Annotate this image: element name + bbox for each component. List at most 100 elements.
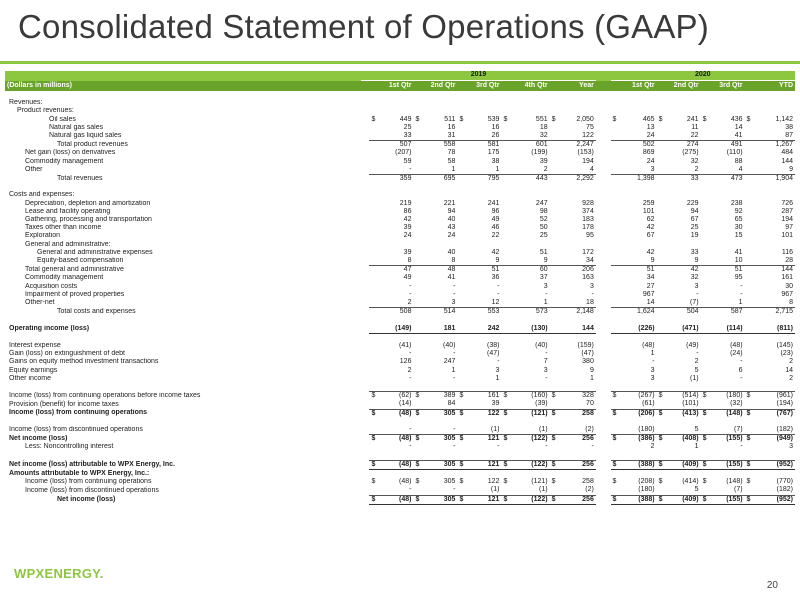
value-cell: 92 (734, 207, 743, 215)
value-cell: (155) (708, 434, 745, 444)
table-row: Product revenues: (5, 107, 795, 115)
currency-symbol (501, 166, 509, 175)
value-cell: 2,247 (557, 140, 596, 150)
value-cell: 507 (377, 140, 414, 150)
currency-symbol (501, 191, 509, 199)
value-cell: 305 (421, 494, 458, 505)
value-cell (466, 183, 502, 191)
value-cell: 42 (491, 248, 500, 256)
currency-symbol (701, 124, 709, 132)
value-cell: - (409, 426, 412, 434)
currency-symbol (610, 307, 619, 317)
gap-cell (361, 274, 369, 282)
currency-symbol: $ (744, 459, 753, 471)
value-cell (753, 241, 795, 249)
row-label: Amounts attributable to WPX Energy, Inc.… (9, 469, 150, 477)
currency-symbol (457, 426, 465, 435)
unit-label: (Dollars in millions) (5, 80, 362, 91)
value-cell: 328 (557, 391, 596, 401)
currency-symbol (413, 274, 421, 282)
currency-symbol (745, 200, 753, 208)
currency-symbol (369, 183, 377, 191)
value-cell: 3 (650, 165, 655, 173)
title-underline (0, 61, 800, 64)
row-label: Lease and facility operating (25, 207, 111, 215)
year-gap-cell (596, 107, 611, 115)
currency-symbol (413, 208, 421, 216)
currency-symbol (550, 400, 558, 409)
value-cell: (1) (539, 486, 548, 494)
value-cell: 695 (421, 174, 458, 184)
value-cell (665, 191, 701, 199)
table-row: Operating income (loss) (149) 181 242 (130) 1… (5, 324, 795, 334)
currency-symbol (657, 158, 665, 166)
row-label: Total costs and expenses (57, 308, 136, 315)
currency-symbol (656, 265, 665, 275)
value-cell (510, 183, 550, 191)
currency-symbol (611, 358, 619, 366)
currency-symbol (657, 149, 665, 157)
value-cell (558, 452, 596, 461)
value-cell (510, 91, 550, 99)
currency-symbol: $ (371, 478, 376, 486)
gap-cell (361, 257, 369, 266)
value-cell (378, 316, 414, 324)
row-label: Income (loss) from continuing operations (9, 409, 148, 417)
year-gap-cell (596, 224, 611, 232)
currency-symbol (611, 342, 619, 350)
value-cell: (62) (377, 391, 414, 401)
value-cell: 39 (403, 248, 412, 256)
year-gap-cell (596, 358, 611, 366)
currency-symbol (501, 107, 509, 115)
value-cell (558, 99, 596, 107)
gap-cell (361, 358, 369, 366)
currency-symbol (501, 174, 510, 184)
currency-symbol (657, 316, 665, 324)
row-label: Income (loss) from continuing operations… (9, 391, 201, 399)
currency-symbol (611, 316, 619, 324)
currency-symbol (550, 470, 558, 479)
currency-symbol: $ (551, 478, 556, 486)
value-cell (466, 99, 502, 107)
currency-symbol (550, 358, 558, 366)
currency-symbol (657, 274, 665, 282)
value-cell: (148) (726, 478, 743, 486)
currency-symbol (657, 208, 665, 216)
col-2020-q3: 3rd Qtr (700, 80, 745, 91)
currency-symbol (413, 174, 422, 184)
value-cell: 1 (738, 299, 743, 307)
currency-symbol (457, 124, 465, 132)
value-cell (378, 418, 414, 426)
currency-symbol (550, 486, 558, 495)
year-gap-cell (596, 175, 611, 184)
value-cell (753, 183, 795, 191)
value-cell: (7) (733, 486, 743, 494)
currency-symbol (413, 383, 421, 392)
year-gap-cell (596, 241, 611, 249)
value-cell: 25 (690, 224, 699, 232)
gap-cell (361, 116, 369, 124)
value-cell: 238 (730, 199, 743, 207)
currency-symbol (413, 299, 421, 308)
value-cell: 25 (539, 232, 548, 240)
value-cell: 573 (509, 307, 550, 317)
value-cell: 581 (465, 140, 502, 150)
currency-symbol: $ (612, 478, 617, 486)
value-cell: (122) (509, 434, 550, 444)
value-cell: (207) (395, 149, 412, 157)
currency-symbol (550, 367, 558, 375)
gap-cell (361, 200, 369, 208)
value-cell: 22 (690, 132, 699, 139)
currency-symbol (501, 265, 510, 275)
value-cell: 247 (535, 199, 548, 207)
currency-symbol (413, 132, 421, 141)
value-cell (378, 191, 414, 199)
value-cell: (48) (377, 408, 414, 418)
table-row: Depreciation, depletion and amortization… (5, 200, 795, 208)
currency-symbol (457, 316, 465, 324)
currency-symbol (413, 324, 422, 334)
gap-cell (361, 91, 369, 99)
year-gap-cell (596, 283, 611, 291)
currency-symbol (550, 107, 558, 115)
currency-symbol (611, 400, 619, 409)
